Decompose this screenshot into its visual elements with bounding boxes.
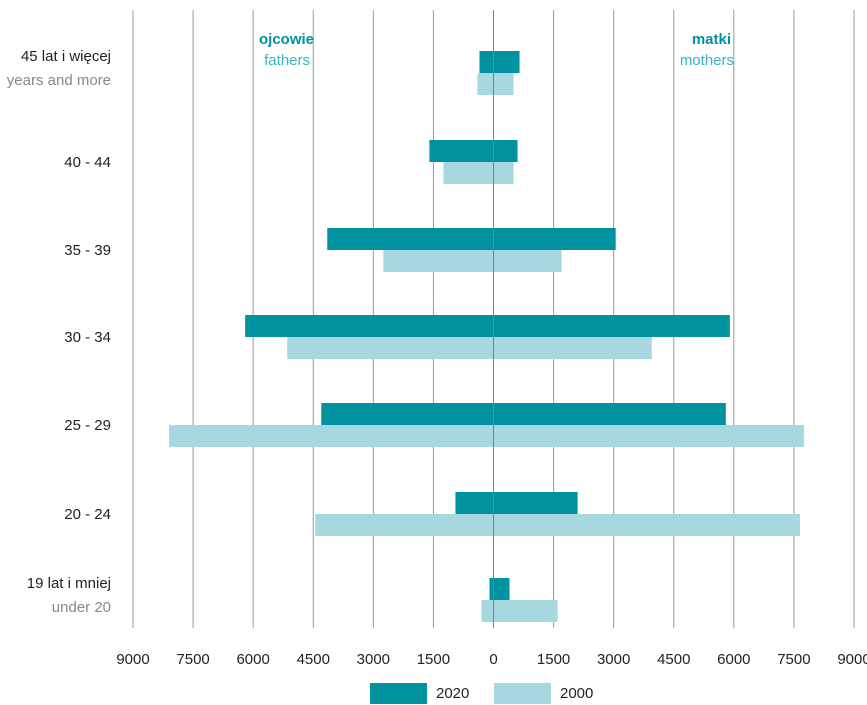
bar-2020-fathers [489,578,494,600]
x-tick-label: 4500 [297,651,330,668]
bar-2020-fathers [245,315,494,337]
bar-2020-fathers [429,140,494,162]
mothers-side-label: matki [692,31,731,48]
bar-2020-mothers [493,228,616,250]
x-tick-label: 4500 [657,651,690,668]
category-sublabel: years and more [7,72,111,89]
x-tick-label: 9000 [837,651,867,668]
x-tick-label: 3000 [357,651,390,668]
category-label: 35 - 39 [64,242,111,259]
x-tick-label: 7500 [777,651,810,668]
bar-2020-mothers [493,403,726,425]
fathers-side-label: ojcowie [259,31,314,48]
category-sublabel: under 20 [52,599,111,616]
bar-2000-fathers [315,514,494,536]
category-label: 30 - 34 [64,329,111,346]
bar-2000-mothers [493,73,514,95]
bar-2020-fathers [455,492,494,514]
category-label: 40 - 44 [64,154,111,171]
category-label: 20 - 24 [64,506,111,523]
bar-2000-fathers [443,162,494,184]
bar-2000-mothers [493,337,652,359]
x-tick-label: 6000 [717,651,750,668]
x-tick-label: 0 [489,651,497,668]
legend-swatch-2020 [370,683,427,704]
x-tick-label: 1500 [417,651,450,668]
legend-swatch-2000 [494,683,551,704]
x-tick-label: 7500 [176,651,209,668]
mothers-side-sublabel: mothers [680,52,734,69]
bar-2020-mothers [493,140,518,162]
x-tick-label: 3000 [597,651,630,668]
bar-2020-mothers [493,492,578,514]
bar-2000-mothers [493,250,562,272]
bar-2000-mothers [493,425,804,447]
bar-2020-fathers [479,51,494,73]
legend-label-2020: 2020 [436,685,469,702]
x-tick-label: 6000 [236,651,269,668]
bar-2000-fathers [477,73,494,95]
bar-2000-mothers [493,514,800,536]
x-tick-label: 1500 [537,651,570,668]
bar-2020-mothers [493,315,730,337]
bar-2000-fathers [481,600,494,622]
bar-2020-mothers [493,51,520,73]
bar-2000-fathers [287,337,494,359]
bar-2000-mothers [493,600,558,622]
bar-2020-fathers [321,403,494,425]
bar-2020-fathers [327,228,494,250]
fathers-side-sublabel: fathers [264,52,310,69]
bar-2020-mothers [493,578,510,600]
bar-2000-fathers [383,250,494,272]
category-label: 25 - 29 [64,417,111,434]
legend-label-2000: 2000 [560,685,593,702]
bar-2000-mothers [493,162,514,184]
category-label: 45 lat i więcej [21,48,111,65]
bar-2000-fathers [169,425,494,447]
x-tick-label: 9000 [116,651,149,668]
category-label: 19 lat i mniej [27,575,111,592]
